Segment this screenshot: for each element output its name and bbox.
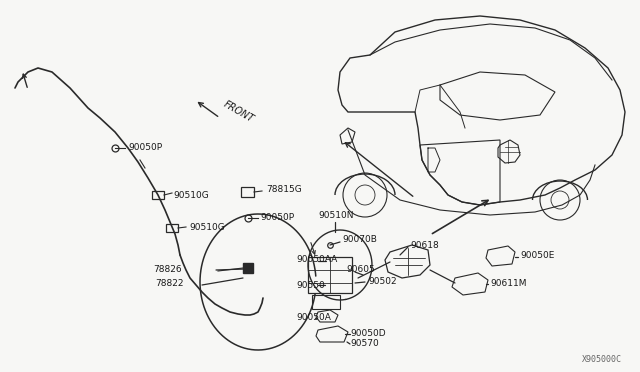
Text: FRONT: FRONT bbox=[222, 99, 256, 125]
Text: 90070B: 90070B bbox=[342, 235, 377, 244]
Text: 90050AA: 90050AA bbox=[296, 256, 337, 264]
Text: 90502: 90502 bbox=[368, 278, 397, 286]
Text: X905000C: X905000C bbox=[582, 356, 622, 365]
Text: 90050E: 90050E bbox=[520, 251, 554, 260]
Text: 78826: 78826 bbox=[153, 266, 182, 275]
Text: 90050D: 90050D bbox=[350, 328, 386, 337]
Text: 90605: 90605 bbox=[346, 266, 375, 275]
Text: 90510G: 90510G bbox=[173, 190, 209, 199]
Text: 90510N: 90510N bbox=[318, 211, 353, 219]
Text: 90570: 90570 bbox=[350, 340, 379, 349]
Text: 78815G: 78815G bbox=[266, 186, 301, 195]
Text: 78822: 78822 bbox=[155, 279, 184, 288]
Text: 90050P: 90050P bbox=[128, 144, 162, 153]
Text: 90618: 90618 bbox=[410, 241, 439, 250]
Text: 90611M: 90611M bbox=[490, 279, 527, 288]
Text: 90050P: 90050P bbox=[260, 214, 294, 222]
Text: 90050A: 90050A bbox=[296, 314, 331, 323]
Text: 90550: 90550 bbox=[296, 280, 324, 289]
Text: 90510G: 90510G bbox=[189, 224, 225, 232]
Polygon shape bbox=[243, 263, 253, 273]
